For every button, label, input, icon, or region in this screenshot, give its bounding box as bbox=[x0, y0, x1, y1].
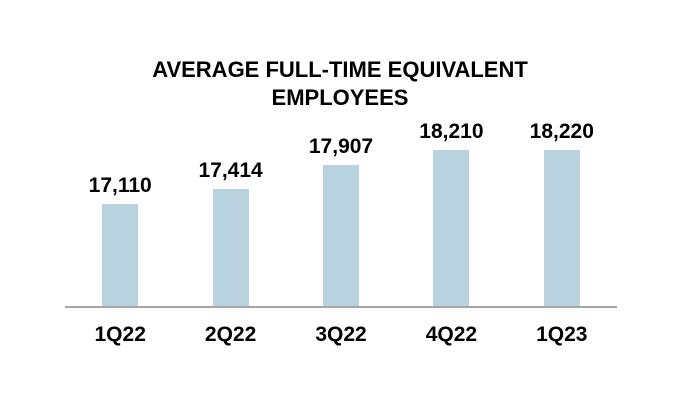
x-axis-line bbox=[65, 306, 617, 308]
value-label-2q22: 17,414 bbox=[198, 159, 263, 182]
value-label-4q22: 18,210 bbox=[419, 120, 484, 143]
category-label-1q22: 1Q22 bbox=[94, 323, 146, 346]
category-label-4q22: 4Q22 bbox=[425, 323, 478, 346]
bar-4q22 bbox=[433, 150, 470, 306]
category-label-3q22: 3Q22 bbox=[315, 323, 367, 346]
bar-1q22 bbox=[102, 204, 139, 306]
value-label-1q23: 18,220 bbox=[529, 120, 594, 143]
bar-2q22 bbox=[212, 189, 249, 306]
bar-3q22 bbox=[323, 165, 359, 306]
category-label-1q23: 1Q23 bbox=[536, 323, 588, 346]
chart-title: AVERAGE FULL-TIME EQUIVALENT EMPLOYEES bbox=[152, 57, 528, 110]
category-label-2q22: 2Q22 bbox=[204, 323, 257, 346]
value-label-3q22: 17,907 bbox=[308, 135, 374, 158]
value-label-1q22: 17,110 bbox=[88, 174, 152, 197]
bar-1q23 bbox=[543, 150, 580, 306]
